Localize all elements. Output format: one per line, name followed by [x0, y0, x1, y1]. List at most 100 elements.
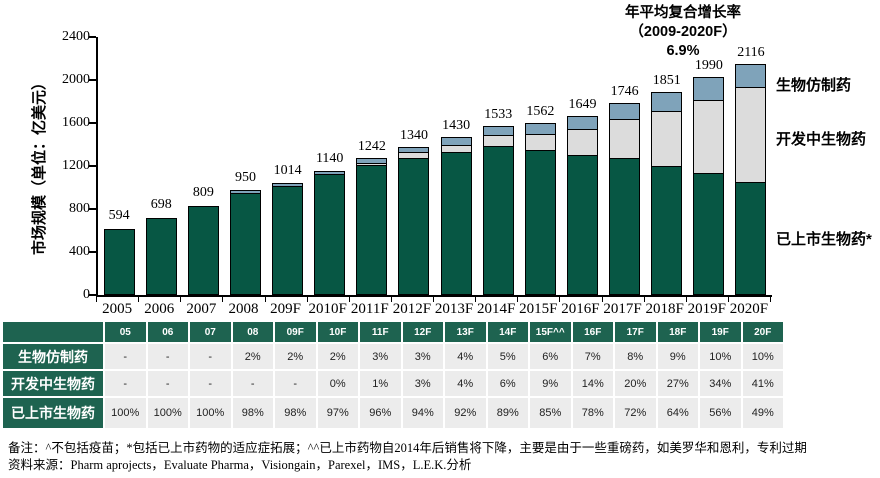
- bar-segment-in_development: [736, 87, 766, 182]
- bar-value-label: 1649: [568, 96, 597, 112]
- table-data-cell: -: [190, 344, 231, 369]
- y-tick-label: 2000: [62, 72, 90, 87]
- x-tick-mark: [222, 297, 224, 302]
- table-header-cell: 05: [105, 322, 146, 342]
- table-data-cell: 72%: [615, 398, 656, 428]
- table-data-cell: 7%: [572, 344, 613, 369]
- bar-segment-marketed: [315, 174, 345, 294]
- bar-column: 950: [224, 37, 266, 295]
- y-tick-label: 800: [69, 201, 90, 216]
- bar-stack: [566, 115, 598, 295]
- bar-column: 698: [140, 37, 182, 295]
- bar-segment-marketed: [694, 173, 724, 294]
- x-axis-label: 2014F: [477, 301, 516, 317]
- bar-stack: [187, 206, 219, 295]
- y-tick-label: 1200: [62, 158, 90, 173]
- bar-stack: [609, 103, 641, 295]
- y-tick-mark: [89, 122, 96, 124]
- x-tick-mark: [306, 297, 308, 302]
- x-tick-mark: [96, 297, 97, 302]
- bar-column: 1533: [477, 37, 519, 295]
- table-data-cell: -: [275, 371, 316, 396]
- bar-segment-marketed: [483, 146, 513, 294]
- table-header-cell: 06: [147, 322, 188, 342]
- bar-segment-in_development: [357, 162, 387, 165]
- bar-segment-marketed: [230, 192, 260, 294]
- table-data-cell: 1%: [360, 371, 401, 396]
- bar-segment-biosimilar: [483, 127, 513, 136]
- footnote-source: 资料来源：Pharm aprojects，Evaluate Pharma，Vis…: [8, 458, 472, 472]
- table-header-cell: 15F^^: [530, 322, 571, 342]
- table-data-cell: 2%: [275, 344, 316, 369]
- table-row-label: 已上市生物药: [3, 398, 103, 428]
- table-header-cell: 19F: [700, 322, 741, 342]
- table-header-cell: 14F: [487, 322, 528, 342]
- table-data-cell: 6%: [487, 371, 528, 396]
- table-data-cell: 56%: [700, 398, 741, 428]
- bar-segment-marketed: [567, 154, 597, 294]
- bar-segment-in_development: [652, 111, 682, 166]
- x-tick-mark: [138, 297, 140, 302]
- table-data-cell: 9%: [530, 371, 571, 396]
- table-header-cell: 13F: [445, 322, 486, 342]
- bar-value-label: 1851: [652, 73, 681, 89]
- bar-value-label: 2116: [737, 44, 765, 60]
- bar-segment-in_development: [610, 119, 640, 158]
- bar-value-label: 950: [234, 169, 256, 185]
- table-data-cell: 2%: [317, 344, 358, 369]
- bar-column: 1340: [393, 37, 435, 295]
- bar-column: 809: [182, 37, 224, 295]
- bar-column: 1562: [519, 37, 561, 295]
- table-data-cell: 92%: [445, 398, 486, 428]
- bar-value-label: 1990: [694, 58, 723, 74]
- bar-stack: [651, 92, 683, 295]
- x-tick-mark: [475, 297, 477, 302]
- bar-stack: [398, 147, 430, 295]
- table-data-cell: 98%: [275, 398, 316, 428]
- x-axis-label: 2010F: [308, 301, 347, 317]
- table-data-cell: 4%: [445, 344, 486, 369]
- bar-segment-marketed: [399, 157, 429, 294]
- table-data-cell: 98%: [232, 398, 273, 428]
- bar-segment-biosimilar: [610, 104, 640, 120]
- table-header-cell: 10F: [317, 322, 358, 342]
- bar-segment-marketed: [357, 164, 387, 294]
- bar-segment-biosimilar: [525, 124, 555, 135]
- x-axis-label: 2015F: [519, 301, 558, 317]
- y-tick-mark: [89, 208, 96, 210]
- x-tick-mark: [685, 297, 687, 302]
- x-tick-mark: [433, 297, 434, 302]
- percentage-table: 05 06 07 08 09F 10F 11F 12F 13F 14F 15F^^ 16F 17F 18F…: [3, 322, 783, 428]
- x-axis-label: 2020F: [729, 301, 769, 317]
- table-data-cell: 64%: [657, 398, 698, 428]
- bar-segment-marketed: [610, 157, 640, 294]
- bar-value-label: 594: [108, 208, 130, 224]
- table-data-cell: 34%: [700, 371, 741, 396]
- bar-segment-biosimilar: [694, 78, 724, 100]
- bar-segment-marketed: [104, 230, 134, 294]
- bar-value-label: 1014: [273, 163, 302, 178]
- bar-segment-biosimilar: [357, 158, 387, 163]
- bar-segment-in_development: [567, 128, 597, 155]
- x-axis-label: 2008: [228, 301, 259, 317]
- table-data-cell: 10%: [700, 344, 741, 369]
- table-data-cell: -: [147, 371, 188, 396]
- x-tick-mark: [643, 297, 645, 302]
- bar-segment-biosimilar: [441, 138, 471, 145]
- table-data-cell: 49%: [742, 398, 783, 428]
- cagr-line2: （2009-2020F）: [629, 24, 737, 40]
- table-data-cell: 94%: [402, 398, 443, 428]
- bar-stack: [693, 77, 725, 295]
- table-data-cell: 78%: [572, 398, 613, 428]
- y-tick-mark: [89, 79, 96, 81]
- bar-value-label: 1242: [357, 138, 386, 154]
- x-axis-label: 2018F: [645, 301, 684, 317]
- table-data-cell: -: [105, 344, 146, 369]
- table-data-cell: 0%: [317, 371, 358, 396]
- x-axis-label: 2011F: [350, 301, 389, 317]
- x-tick-mark: [264, 297, 266, 302]
- table-header-cell: 17F: [615, 322, 656, 342]
- x-tick-mark: [559, 297, 561, 302]
- bar-segment-biosimilar: [230, 190, 260, 193]
- cagr-line3: 6.9%: [666, 43, 700, 59]
